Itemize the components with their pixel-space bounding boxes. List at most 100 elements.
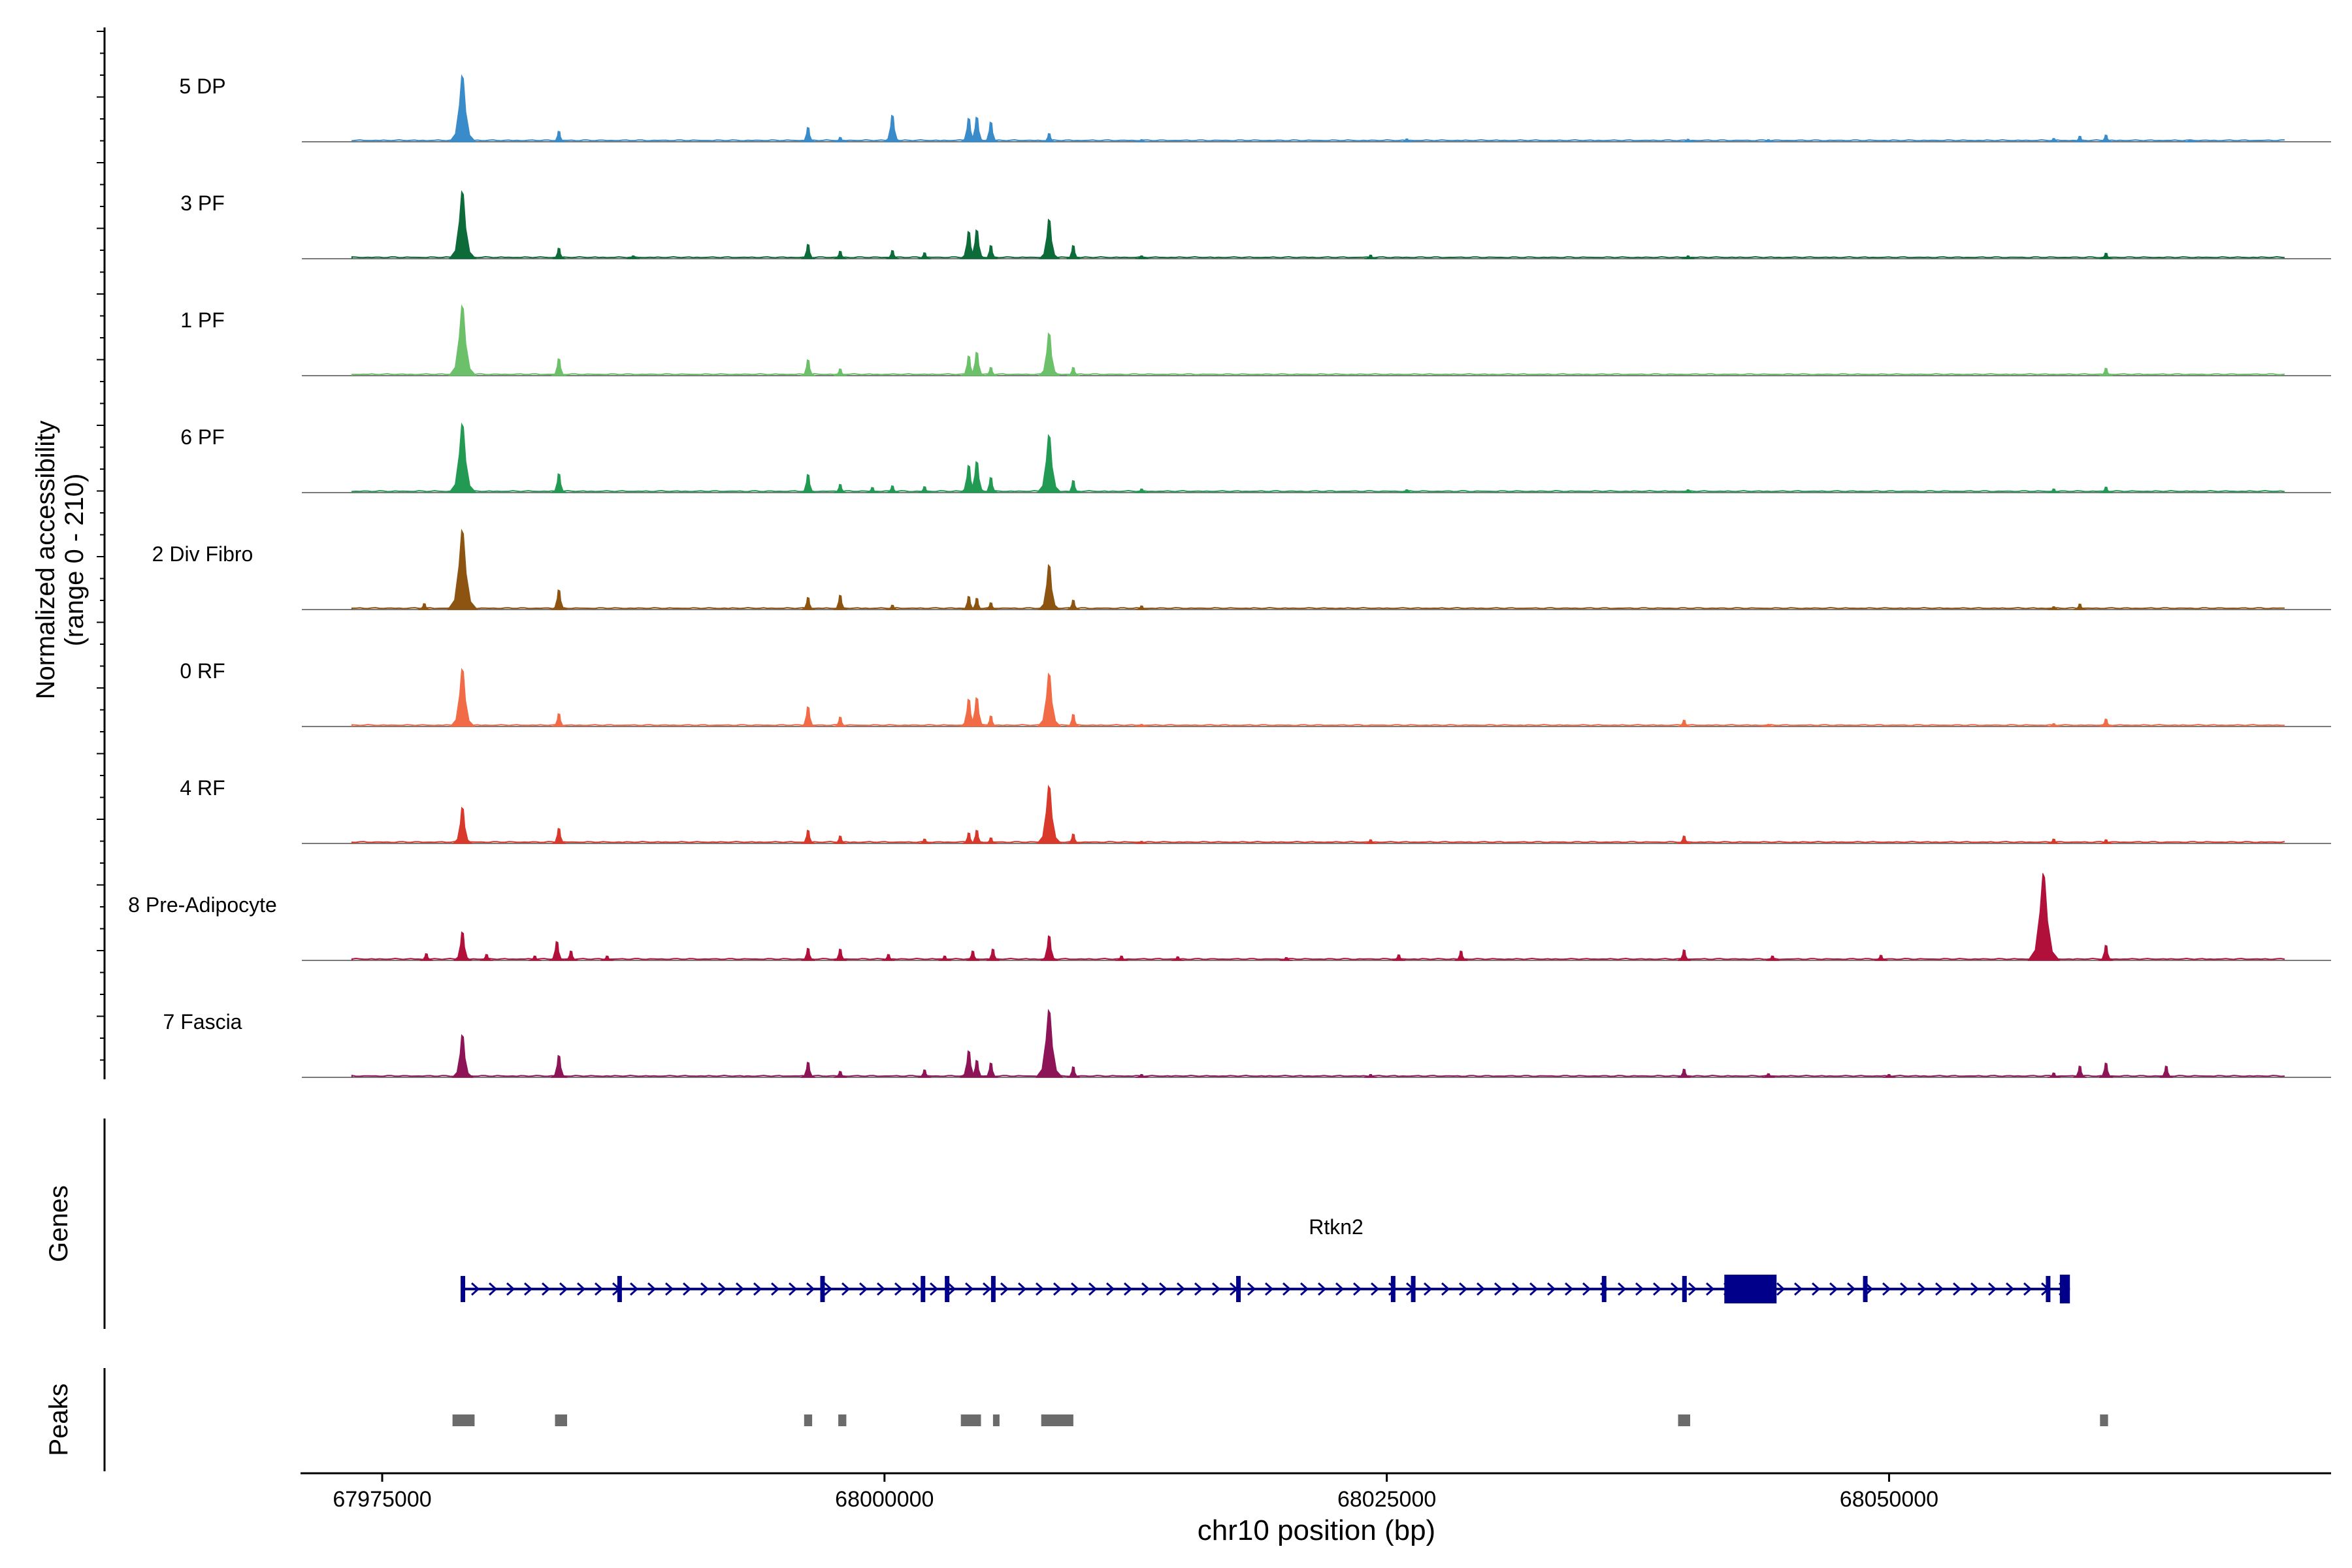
track-peak <box>1766 955 1780 961</box>
track-peak <box>1392 954 1406 961</box>
track-peak <box>550 473 568 493</box>
gene-strand-arrow <box>1529 1282 1539 1296</box>
track-peak <box>417 603 431 610</box>
gene-strand-arrow <box>877 1282 886 1296</box>
x-tick-label: 68025000 <box>1337 1487 1436 1512</box>
track-peak <box>448 422 477 493</box>
track-background-signal <box>351 606 2285 610</box>
track-peak <box>886 604 900 610</box>
track-peak <box>1135 488 1149 493</box>
gene-strand-arrow <box>471 1282 480 1296</box>
track-peak <box>1677 719 1691 727</box>
gene-strand-arrow <box>806 1282 815 1296</box>
gene-strand-arrow <box>859 1282 868 1296</box>
track-peak <box>1066 1066 1081 1078</box>
x-axis-label: chr10 position (bp) <box>1198 1514 1435 1546</box>
track-peak <box>834 835 847 844</box>
peak-region <box>2100 1414 2108 1426</box>
track-peak <box>984 367 998 376</box>
track-peak <box>1035 1008 1064 1078</box>
gene-exon <box>2046 1276 2051 1302</box>
gene-strand-arrow <box>1371 1282 1380 1296</box>
gene-last-exon <box>2059 1275 2070 1303</box>
gene-strand-arrow <box>1159 1282 1168 1296</box>
gene-exon <box>461 1276 466 1302</box>
gene-strand-arrow <box>841 1282 851 1296</box>
gene-exon <box>617 1276 622 1302</box>
track-peak <box>1040 935 1059 961</box>
gene-exon <box>1236 1276 1241 1302</box>
gene-strand-arrow <box>1194 1282 1203 1296</box>
track-peak <box>451 1034 474 1078</box>
track-peak <box>550 1054 568 1078</box>
track-peak <box>2027 873 2061 961</box>
track-peak <box>1066 245 1081 259</box>
track-peak <box>528 955 542 961</box>
gene-strand-arrow <box>665 1282 674 1296</box>
x-tick-label: 68050000 <box>1840 1487 1938 1512</box>
track-peak <box>1036 434 1062 493</box>
track-peak <box>1400 489 1414 493</box>
track-label: 6 PF <box>180 425 225 449</box>
gene-strand-arrow <box>1424 1282 1433 1296</box>
gene-strand-arrow <box>1071 1282 1080 1296</box>
gene-strand-arrow <box>1053 1282 1062 1296</box>
coverage-tracks: 5 DP 3 PF 1 PF 6 PF 2 Div Fibro 0 RF 4 RF 8 Pre… <box>128 74 2331 1078</box>
track-1: 3 PF <box>180 189 2331 259</box>
track-peak <box>447 529 478 610</box>
track-peak <box>1115 955 1128 961</box>
track-peak <box>2047 488 2061 493</box>
gene-strand-arrow <box>1036 1282 1045 1296</box>
gene-strand-arrow <box>1177 1282 1186 1296</box>
gene-strand-arrow <box>1494 1282 1503 1296</box>
track-peak <box>800 359 816 376</box>
track-peak <box>1761 139 1775 142</box>
gene-strand-arrow <box>912 1282 921 1296</box>
gene-strand-arrow <box>1141 1282 1151 1296</box>
track-background-signal <box>351 957 2285 961</box>
gene-strand-arrow <box>1935 1282 1944 1296</box>
track-peak <box>1761 1073 1775 1078</box>
track-peak <box>967 461 987 493</box>
track-peak <box>984 245 998 259</box>
track-peak <box>984 715 998 727</box>
track-peak <box>552 131 566 142</box>
track-label: 1 PF <box>180 308 225 332</box>
track-0: 5 DP <box>179 74 2331 142</box>
track-peak <box>1882 1073 1896 1078</box>
track-peak <box>966 950 980 961</box>
track-peak <box>1066 599 1081 610</box>
track-background-signal <box>351 840 2285 844</box>
track-peak <box>1037 672 1062 727</box>
x-axis-ticks: 67975000 68000000 68025000 68050000 <box>333 1473 1938 1512</box>
track-8: 7 Fascia <box>163 1008 2331 1078</box>
track-peak <box>2099 486 2113 493</box>
track-peak <box>2047 606 2061 610</box>
genes-panel-label: Genes <box>44 1185 73 1262</box>
track-peak <box>2073 603 2087 610</box>
peak-region <box>1678 1414 1690 1426</box>
gene-exon <box>945 1276 950 1302</box>
track-peak <box>1681 139 1695 142</box>
track-peak <box>480 954 493 961</box>
gene-strand-arrow <box>736 1282 745 1296</box>
gene-strand-arrow <box>595 1282 604 1296</box>
gene-strand-arrow <box>1124 1282 1133 1296</box>
track-peak <box>1135 723 1149 727</box>
track-5: 0 RF <box>180 659 2331 727</box>
track-peak <box>2099 367 2113 376</box>
track-label: 0 RF <box>180 659 225 683</box>
track-background-signal <box>351 139 2285 142</box>
gene-strand-arrow <box>1671 1282 1680 1296</box>
gene-strand-arrow <box>542 1282 551 1296</box>
track-peak <box>834 716 847 727</box>
gene-strand-arrow <box>789 1282 798 1296</box>
gene-strand-arrow <box>506 1282 515 1296</box>
gene-exon <box>990 1276 996 1302</box>
gene-strand-arrow <box>1459 1282 1468 1296</box>
track-peak <box>982 122 1000 142</box>
track-peak <box>1677 949 1691 961</box>
track-peak <box>452 806 473 844</box>
peaks-track <box>452 1414 2108 1426</box>
